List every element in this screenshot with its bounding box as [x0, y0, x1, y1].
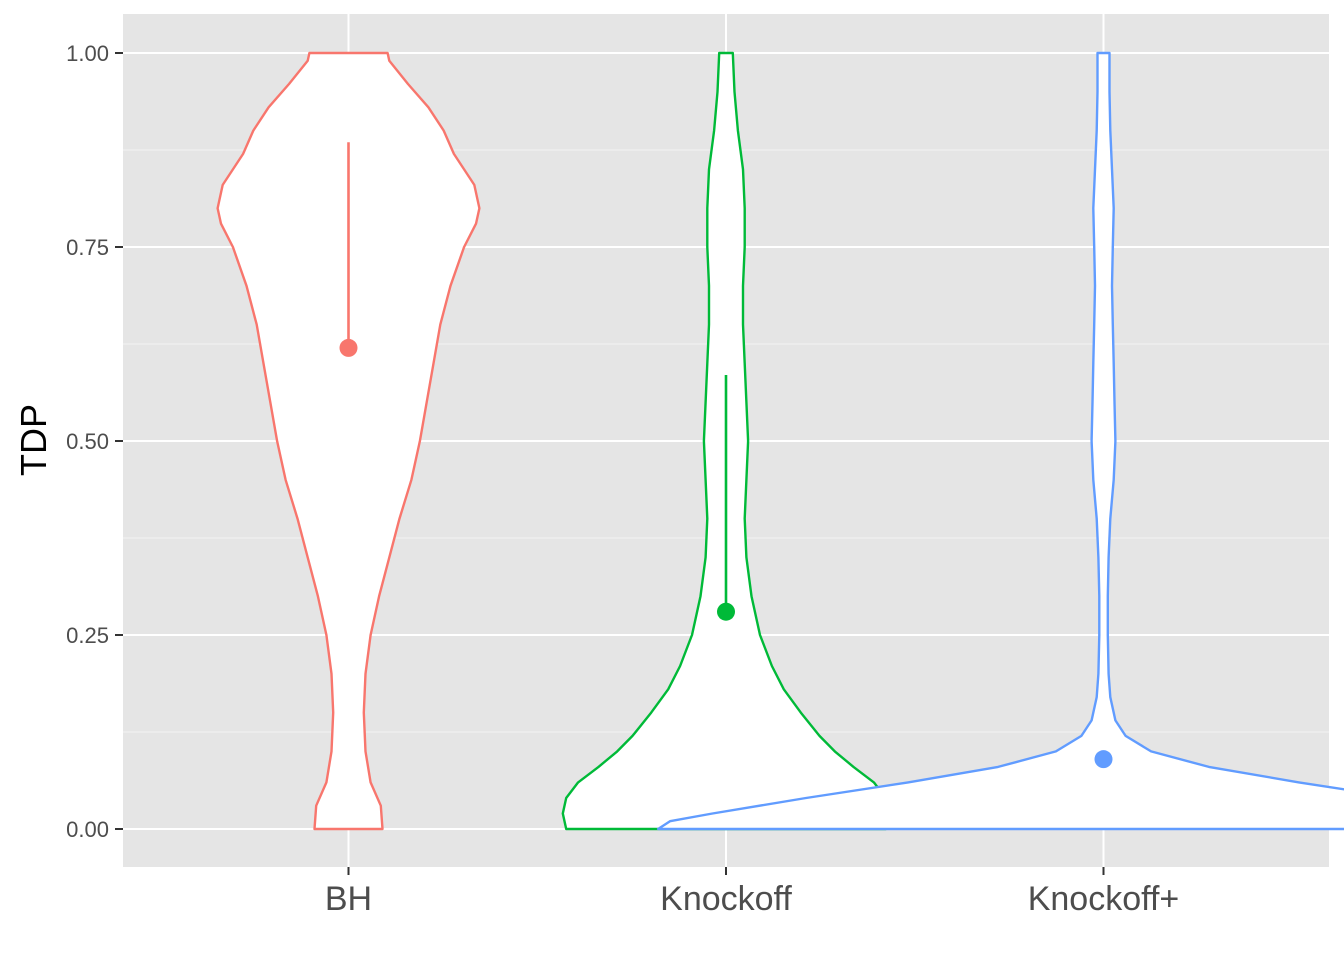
y-tick-label: 0.75	[66, 235, 109, 260]
violins	[216, 51, 1344, 831]
violin-group-3	[656, 51, 1344, 831]
violin-shape	[656, 51, 1344, 831]
x-tick-label: Knockoff	[660, 880, 792, 918]
x-tick-label: Knockoff+	[1028, 880, 1180, 918]
y-tick-label: 0.50	[66, 429, 109, 454]
violin-group-2	[561, 51, 891, 831]
y-axis: 0.00 0.25 0.50 0.75 1.00	[66, 41, 123, 842]
violin-shape	[216, 51, 481, 831]
violin-group-1	[216, 51, 481, 831]
mean-point	[339, 338, 358, 357]
mean-point	[1094, 750, 1113, 769]
y-tick-label: 0.00	[66, 817, 109, 842]
x-axis: BH Knockoff Knockoff+	[325, 867, 1179, 918]
mean-point	[717, 602, 735, 621]
x-tick-label: BH	[325, 880, 372, 918]
y-axis-title: TDP	[13, 404, 54, 476]
y-tick-label: 1.00	[66, 41, 109, 66]
y-tick-label: 0.25	[66, 623, 109, 648]
